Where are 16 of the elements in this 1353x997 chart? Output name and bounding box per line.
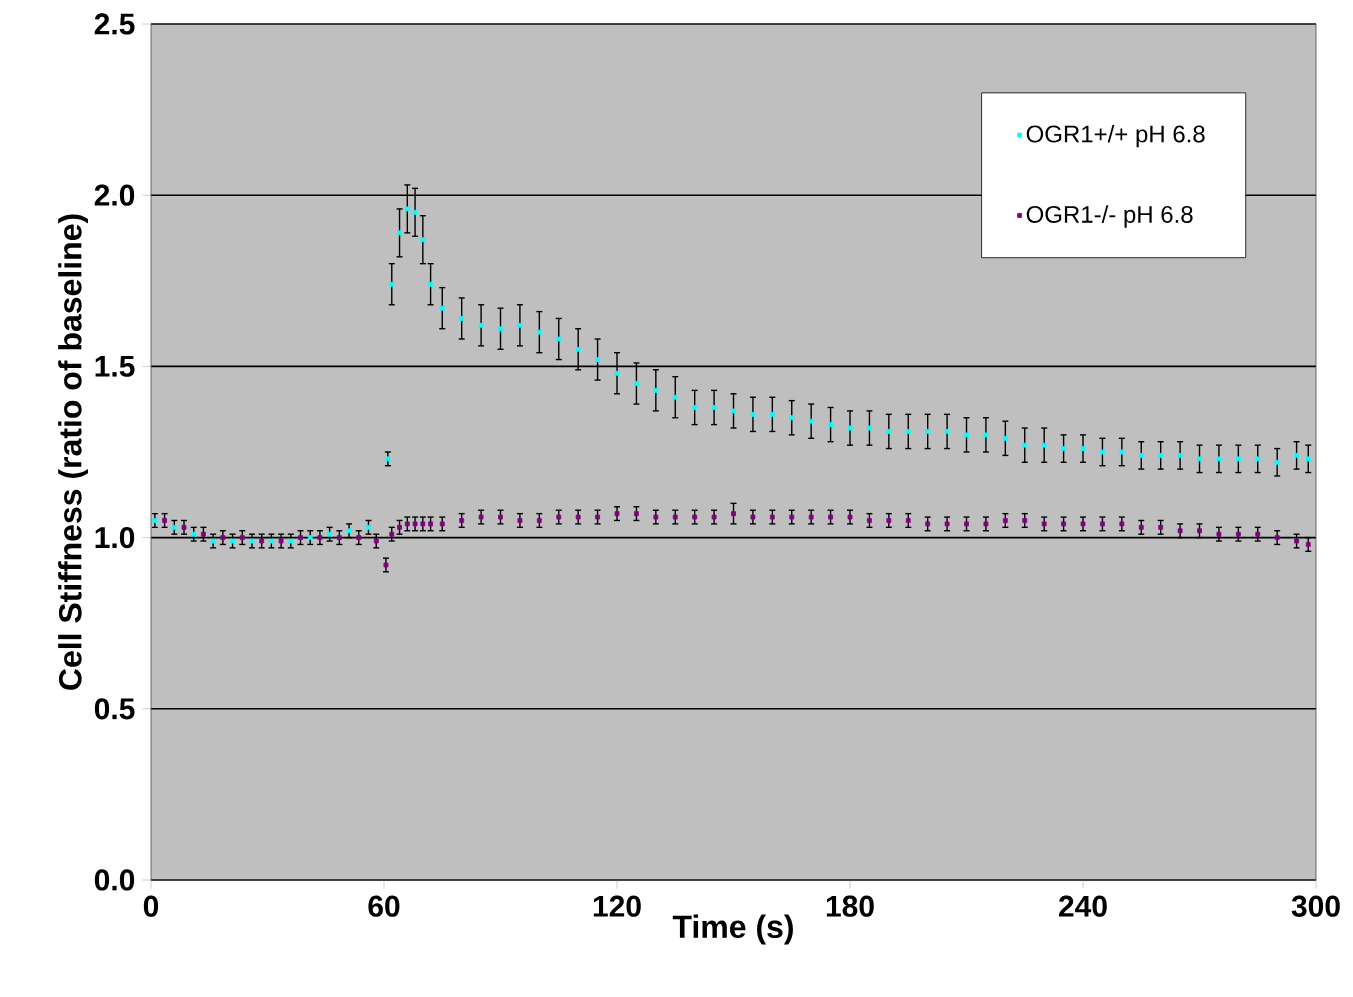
x-tick-label: 300	[1291, 895, 1340, 917]
y-axis-title: Cell Stiffness (ratio of baseline)	[58, 214, 88, 690]
x-tick-label: 60	[368, 895, 400, 917]
y-tick-label: 2.0	[94, 184, 135, 206]
y-tick-label: 1.0	[95, 526, 135, 549]
y-tick-label: 2.5	[94, 13, 135, 35]
x-tick-label: 180	[826, 895, 874, 917]
x-tick-label: 240	[1059, 895, 1107, 917]
y-tick-label: 0.5	[94, 698, 135, 720]
x-axis-title: Time (s)	[672, 914, 793, 945]
x-tick-label: 120	[593, 895, 641, 917]
y-tick-label: 1.5	[95, 355, 135, 377]
y-tick-label: 0.0	[94, 869, 135, 891]
legend-label: OGR1-/- pH 6.8	[1026, 205, 1193, 228]
legend-label: OGR1+/+ pH 6.8	[1026, 124, 1205, 148]
x-tick-label: 0	[143, 895, 159, 917]
